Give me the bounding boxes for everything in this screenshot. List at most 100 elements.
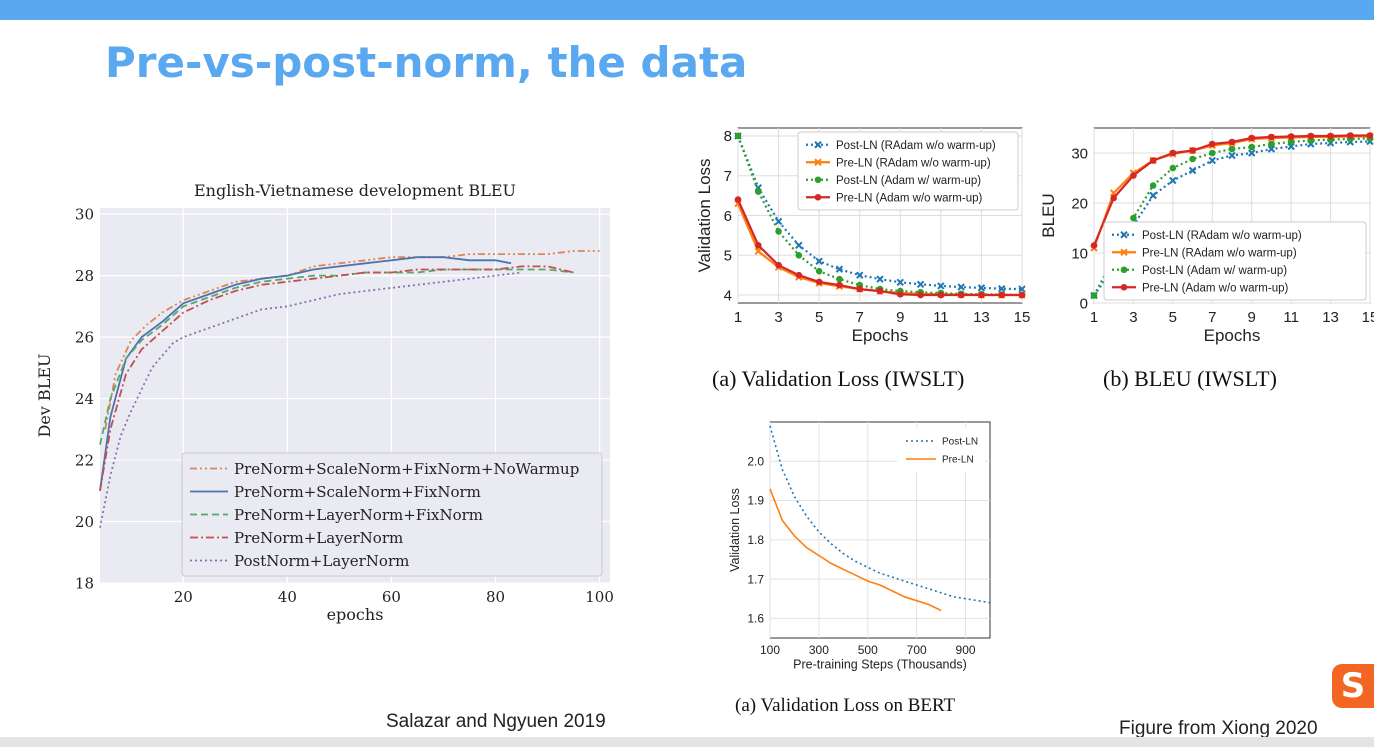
series-3-point	[1149, 157, 1157, 164]
left-caption: Salazar and Ngyuen 2019	[386, 711, 606, 732]
legend-box	[1103, 221, 1367, 301]
series-3-point	[1090, 242, 1098, 249]
sogou-logo-icon: S	[1332, 664, 1374, 708]
legend-label: Post-LN (Adam w/ warm-up)	[1142, 265, 1287, 277]
series-0-point	[1169, 176, 1177, 185]
series-2-point	[1208, 149, 1216, 157]
legend-label: PreNorm+LayerNorm	[234, 529, 403, 547]
series-line-0	[104, 250, 600, 430]
x-tick-label: 9	[896, 309, 904, 326]
y-tick-label: 8	[724, 128, 732, 145]
x-tick-label: 20	[174, 588, 193, 606]
x-tick-label: 15	[1362, 309, 1374, 326]
series-3-point	[1307, 132, 1315, 140]
series-3-point	[856, 285, 864, 293]
x-tick-label: 900	[956, 643, 976, 657]
series-2-point	[1130, 214, 1137, 222]
iwslt-loss-caption: (a) Validation Loss (IWSLT)	[712, 366, 965, 391]
y-tick-label: 1.7	[747, 572, 764, 586]
series-2-point	[795, 251, 803, 259]
x-tick-label: 500	[858, 643, 878, 657]
legend-label: Pre-LN (Adam w/o warm-up)	[836, 192, 983, 204]
y-tick-label: 30	[75, 205, 94, 223]
y-tick-label: 10	[1071, 245, 1088, 262]
legend-label: Post-LN (Adam w/ warm-up)	[836, 175, 981, 187]
x-tick-label: 11	[1283, 309, 1299, 326]
series-3-point	[734, 196, 742, 203]
legend-marker	[814, 158, 822, 166]
series-3-point	[876, 287, 884, 295]
series-2-point	[1090, 292, 1098, 299]
x-tick-label: 15	[1014, 309, 1031, 326]
y-tick-label: 20	[75, 513, 94, 531]
x-tick-label: 100	[760, 643, 780, 657]
legend-label: PostNorm+LayerNorm	[234, 552, 409, 570]
x-tick-label: 700	[907, 643, 927, 657]
x-tick-label: 40	[278, 588, 297, 606]
slide-top-bar	[0, 0, 1374, 20]
legend-label: PreNorm+LayerNorm+FixNorm	[234, 506, 483, 524]
iwslt-bleu-caption: (b) BLEU (IWSLT)	[1103, 366, 1277, 391]
series-2-point	[836, 275, 843, 283]
y-tick-label: 28	[75, 267, 94, 285]
bert-loss-caption: (a) Validation Loss on BERT	[735, 695, 956, 716]
series-2-point	[754, 188, 762, 195]
x-tick-label: 13	[1322, 309, 1339, 326]
y-tick-label: 5	[724, 248, 732, 265]
legend-label: Pre-LN (RAdam w/o warm-up)	[836, 157, 991, 169]
series-line-1	[769, 488, 942, 612]
legend-label: Pre-LN (Adam w/o warm-up)	[1142, 282, 1289, 294]
legend-box	[897, 427, 985, 473]
y-tick-label: 1.9	[747, 494, 764, 508]
series-0-point	[1228, 151, 1236, 160]
y-tick-label: 1.6	[747, 612, 764, 626]
iwslt-bleu-chart: 135791113150102030EpochsBLEUPost-LN (RAd…	[1039, 127, 1374, 345]
bert-loss-chart: 100 300 500 700 900 1.6 1.7 1.8 1.9 2.0 Pre-traini…	[728, 421, 991, 672]
series-2-point	[1268, 140, 1275, 148]
x-axis-label: Pre-training Steps (Thousands)	[793, 658, 967, 672]
series-2-point	[775, 228, 782, 235]
series-0-point	[774, 217, 783, 226]
series-0-point	[1267, 145, 1276, 153]
x-tick-label: 5	[815, 309, 823, 326]
series-3-point	[815, 278, 823, 286]
y-tick-label: 30	[1071, 145, 1088, 162]
x-axis-label: Epochs	[1204, 326, 1261, 345]
x-tick-label: 13	[973, 309, 990, 326]
series-line-3	[99, 265, 574, 491]
series-3-point	[754, 242, 762, 249]
series-0-point	[937, 282, 945, 290]
slide-title: Pre-vs-post-norm, the data	[105, 38, 748, 87]
y-tick-label: 1.8	[747, 533, 764, 547]
x-tick-label: 100	[585, 588, 614, 606]
series-3-point	[1327, 132, 1334, 140]
series-2-point	[1248, 143, 1256, 151]
y-tick-label: 24	[75, 390, 94, 408]
x-tick-label: 11	[933, 309, 949, 326]
series-3-point	[998, 291, 1006, 299]
y-tick-label: 20	[1071, 195, 1088, 212]
y-axis-label: BLEU	[1039, 193, 1058, 237]
series-3-point	[1248, 134, 1256, 142]
series-3-point	[1346, 132, 1354, 139]
series-3-point	[1189, 147, 1196, 154]
series-3-point	[917, 291, 924, 299]
dev-bleu-chart: 20 40 60 80 100 18 20 22 24 26 28 30 English-Vietnam…	[35, 181, 614, 624]
legend-label: Post-LN (RAdam w/o warm-up)	[836, 140, 996, 152]
y-tick-label: 7	[724, 168, 732, 185]
y-tick-label: 22	[75, 451, 94, 469]
series-3-point	[795, 271, 803, 279]
x-axis-label: epochs	[327, 605, 384, 624]
series-0-point	[1188, 166, 1197, 175]
series-3-point	[1018, 291, 1026, 299]
series-2-point	[1287, 138, 1295, 146]
series-0-point	[977, 284, 986, 292]
x-tick-label: 300	[809, 643, 829, 657]
series-2-point	[815, 267, 823, 275]
series-3-point	[957, 291, 965, 299]
y-tick-label: 0	[1080, 295, 1088, 312]
legend-marker	[814, 141, 822, 149]
series-2-point	[1228, 145, 1236, 153]
series-3-point	[1366, 132, 1374, 139]
